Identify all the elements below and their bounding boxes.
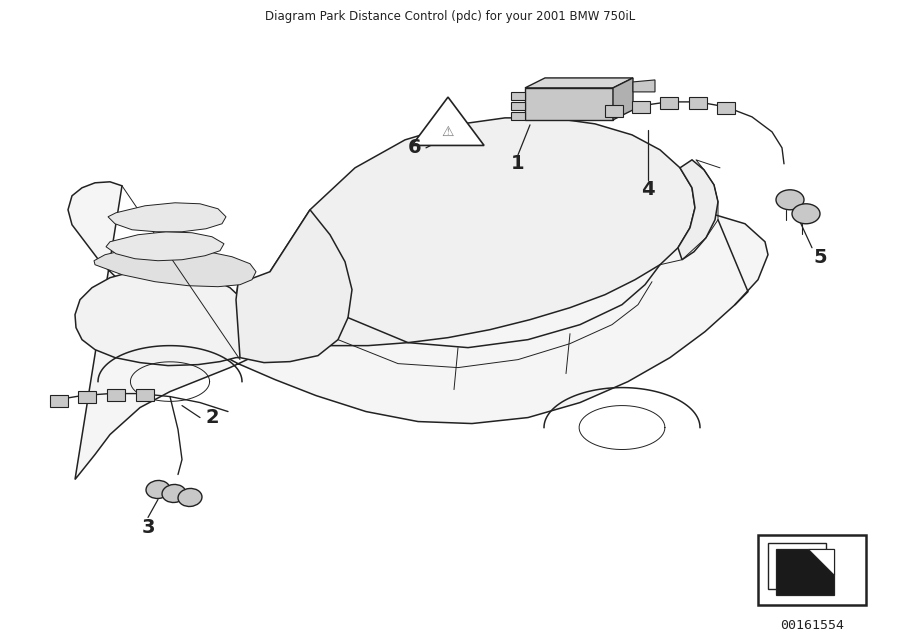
Polygon shape: [633, 80, 655, 92]
Polygon shape: [50, 394, 68, 406]
Polygon shape: [768, 543, 826, 590]
Text: 6: 6: [409, 139, 422, 157]
Ellipse shape: [776, 190, 804, 210]
Polygon shape: [236, 118, 695, 355]
Polygon shape: [717, 102, 735, 114]
Polygon shape: [68, 182, 768, 480]
Polygon shape: [525, 78, 633, 88]
Text: 2: 2: [205, 408, 219, 427]
Text: 00161554: 00161554: [780, 619, 844, 632]
Polygon shape: [689, 97, 707, 109]
Ellipse shape: [178, 488, 202, 506]
Ellipse shape: [162, 485, 186, 502]
Polygon shape: [605, 105, 623, 117]
Polygon shape: [78, 391, 96, 403]
Polygon shape: [525, 88, 613, 120]
Text: 1: 1: [511, 155, 525, 174]
Polygon shape: [678, 160, 718, 259]
Polygon shape: [511, 112, 525, 120]
Polygon shape: [108, 203, 226, 232]
Polygon shape: [106, 232, 224, 261]
Polygon shape: [107, 389, 125, 401]
Polygon shape: [236, 210, 352, 363]
Polygon shape: [511, 92, 525, 100]
Text: 3: 3: [141, 518, 155, 537]
Polygon shape: [776, 550, 834, 595]
Polygon shape: [808, 550, 834, 576]
Ellipse shape: [146, 480, 170, 499]
Text: 4: 4: [641, 180, 655, 199]
Polygon shape: [613, 78, 633, 120]
Polygon shape: [75, 270, 252, 366]
Polygon shape: [136, 389, 154, 401]
Polygon shape: [632, 101, 650, 113]
Text: Diagram Park Distance Control (pdc) for your 2001 BMW 750iL: Diagram Park Distance Control (pdc) for …: [265, 10, 635, 23]
Polygon shape: [412, 97, 484, 146]
Polygon shape: [511, 102, 525, 110]
Polygon shape: [94, 248, 256, 287]
Text: ⚠: ⚠: [442, 125, 454, 139]
Ellipse shape: [792, 204, 820, 224]
Text: 5: 5: [814, 248, 827, 267]
Polygon shape: [660, 97, 678, 109]
Bar: [758, 536, 866, 605]
